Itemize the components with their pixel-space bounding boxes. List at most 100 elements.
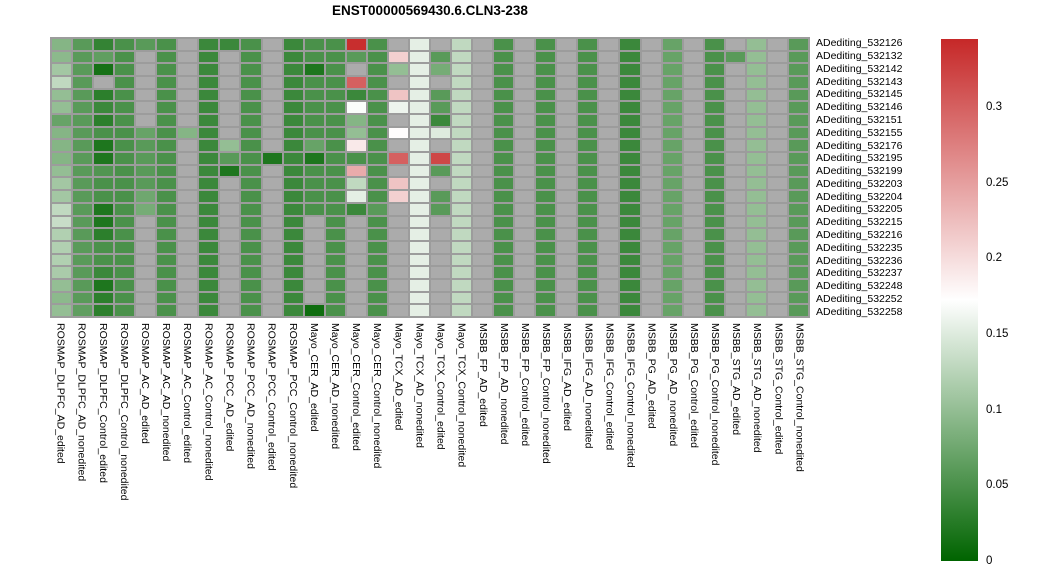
row-label: ADediting_532126 [816, 37, 903, 50]
heatmap-cell [662, 153, 682, 164]
heatmap-cell [178, 178, 198, 190]
heatmap-cell [578, 89, 598, 101]
heatmap-cell [241, 140, 261, 152]
col-label: MSBB_PG_AD_nonedited [666, 323, 679, 447]
heatmap-cell [788, 165, 808, 177]
heatmap-cell [178, 203, 198, 215]
heatmap-cell [620, 39, 640, 50]
heatmap-cell [388, 115, 408, 126]
heatmap-cell [304, 153, 324, 164]
heatmap-cell [199, 178, 219, 190]
heatmap-cell [220, 39, 240, 50]
heatmap-cell [157, 229, 177, 240]
heatmap-cell [283, 127, 303, 139]
heatmap-cell [325, 216, 345, 228]
heatmap-cell [430, 51, 451, 63]
heatmap-cell [557, 51, 577, 63]
heatmap-cell [241, 115, 261, 126]
heatmap-cell [325, 127, 345, 139]
heatmap-cell [599, 216, 619, 228]
heatmap-cell [662, 305, 682, 316]
heatmap-cell [136, 77, 156, 88]
heatmap-cell [494, 115, 514, 126]
col-label: MSBB_IFG_AD_edited [561, 323, 574, 431]
heatmap-cell [662, 39, 682, 50]
heatmap-cell [620, 254, 640, 266]
heatmap-cell [788, 216, 808, 228]
heatmap-cell [704, 39, 724, 50]
heatmap-cell [115, 191, 135, 202]
heatmap-cell [199, 64, 219, 76]
heatmap-cell [283, 254, 303, 266]
heatmap-cell [788, 39, 808, 50]
heatmap-cell [599, 64, 619, 76]
heatmap-cell [136, 153, 156, 164]
heatmap-cell [178, 77, 198, 88]
heatmap-cell [788, 229, 808, 240]
heatmap-cell [557, 115, 577, 126]
heatmap-cell [94, 115, 114, 126]
heatmap-cell [620, 89, 640, 101]
heatmap-cell [452, 216, 472, 228]
heatmap-cell [136, 127, 156, 139]
heatmap-cell [157, 153, 177, 164]
heatmap-cell [620, 77, 640, 88]
heatmap-cell [157, 241, 177, 253]
heatmap-cell [599, 292, 619, 304]
heatmap-cell [199, 292, 219, 304]
heatmap-cell [304, 203, 324, 215]
heatmap-cell [115, 178, 135, 190]
heatmap-cell [641, 51, 661, 63]
heatmap-cell [746, 165, 766, 177]
heatmap-cell [578, 216, 598, 228]
heatmap-cell [704, 216, 724, 228]
heatmap-cell [620, 216, 640, 228]
heatmap-cell [683, 216, 703, 228]
heatmap-cell [641, 254, 661, 266]
heatmap-cell [262, 51, 282, 63]
heatmap-cell [367, 216, 387, 228]
heatmap-cell [452, 77, 472, 88]
heatmap-cell [767, 216, 787, 228]
heatmap-cell [788, 254, 808, 266]
heatmap-cell [199, 89, 219, 101]
heatmap-cell [157, 178, 177, 190]
heatmap-cell [52, 127, 72, 139]
heatmap-cell [283, 89, 303, 101]
heatmap-cell [409, 165, 429, 177]
heatmap-cell [767, 241, 787, 253]
heatmap-cell [452, 64, 472, 76]
heatmap-cell [641, 140, 661, 152]
col-label: MSBB_PG_Control_nonedited [709, 323, 721, 466]
heatmap-cell [788, 89, 808, 101]
heatmap-cell [388, 178, 408, 190]
heatmap-cell [515, 254, 535, 266]
heatmap-cell [578, 229, 598, 240]
heatmap-cell [620, 267, 640, 278]
heatmap-cell [220, 165, 240, 177]
heatmap-cell [767, 165, 787, 177]
heatmap-cell [578, 77, 598, 88]
heatmap-cell [767, 254, 787, 266]
heatmap-cell [494, 140, 514, 152]
heatmap-cell [94, 153, 114, 164]
col-label: MSBB_FP_Control_edited [519, 323, 531, 447]
heatmap-cell [704, 102, 724, 114]
heatmap-cell [73, 279, 93, 291]
heatmap-cell [599, 102, 619, 114]
heatmap-cell [473, 216, 493, 228]
heatmap-cell [178, 127, 198, 139]
heatmap-cell [683, 267, 703, 278]
col-label: ROSMAP_PCC_AD_nonedited [244, 323, 257, 469]
heatmap-cell [473, 153, 493, 164]
col-label: ROSMAP_DLPFC_AD_nonedited [75, 323, 88, 482]
heatmap-cell [641, 241, 661, 253]
heatmap-cell [746, 241, 766, 253]
heatmap-cell [725, 165, 745, 177]
heatmap-cell [725, 64, 745, 76]
heatmap-cell [704, 127, 724, 139]
heatmap-cell [578, 165, 598, 177]
heatmap-cell [788, 178, 808, 190]
heatmap-cell [641, 39, 661, 50]
heatmap-cell [725, 191, 745, 202]
